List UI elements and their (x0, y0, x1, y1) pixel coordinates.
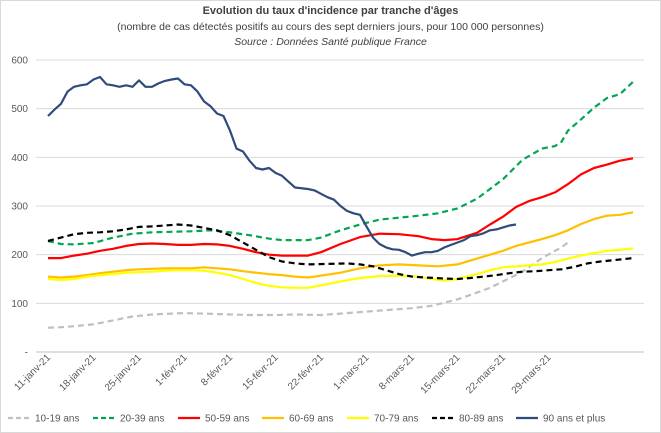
legend-label: 50-59 ans (205, 414, 249, 425)
x-tick-label: 15-févr-21 (241, 352, 281, 392)
x-tick-label: 22-mars-21 (464, 352, 508, 396)
legend-label: 60-69 ans (289, 414, 333, 425)
series-line-50-59-ans (48, 157, 634, 260)
y-tick-label: 400 (11, 153, 28, 164)
x-tick-label: 8-févr-21 (199, 352, 235, 388)
series-lines (47, 75, 634, 329)
series-line-70-79-ans (47, 247, 634, 289)
chart-source: Source : Données Santé publique France (234, 36, 427, 48)
x-tick-label: 1-févr-21 (154, 352, 190, 388)
x-tick-label: 22-févr-21 (286, 352, 326, 392)
series-line-20-39-ans (47, 81, 634, 246)
y-tick-label: - (25, 348, 28, 359)
legend-label: 70-79 ans (374, 414, 418, 425)
x-tick-label: 11-janv-21 (12, 352, 53, 393)
x-tick-label: 15-mars-21 (419, 352, 463, 396)
series-line-10-19-ans (47, 241, 569, 329)
legend-label: 80-89 ans (459, 414, 503, 425)
y-tick-label: 100 (11, 299, 28, 310)
legend-label: 20-39 ans (120, 414, 164, 425)
series-line-90-ans-et-plus (47, 75, 517, 257)
legend: 10-19 ans 20-39 ans 50-59 ans 60-69 ans 70-7… (8, 414, 605, 425)
series-line-80-89-ans (47, 223, 634, 281)
x-tick-label: 1-mars-21 (332, 352, 372, 392)
series-line-60-69-ans (47, 211, 634, 279)
y-tick-label: 300 (11, 202, 28, 213)
x-axis: 11-janv-21 18-janv-21 25-janv-21 1-févr-21 8… (12, 351, 644, 396)
x-tick-label: 8-mars-21 (377, 352, 417, 392)
x-tick-label: 29-mars-21 (510, 352, 554, 396)
y-tick-label: 200 (11, 250, 28, 261)
y-tick-label: 500 (11, 104, 28, 115)
x-tick-label: 25-janv-21 (103, 352, 144, 393)
chart-subtitle: (nombre de cas détectés positifs au cour… (117, 21, 544, 33)
chart-title: Evolution du taux d'incidence par tranch… (202, 5, 459, 17)
legend-label: 10-19 ans (35, 414, 79, 425)
x-tick-label: 18-janv-21 (57, 352, 98, 393)
y-tick-label: 600 (11, 56, 28, 67)
legend-label: 90 ans et plus (543, 414, 605, 425)
y-axis: - 100 200 300 400 500 600 (11, 56, 28, 359)
